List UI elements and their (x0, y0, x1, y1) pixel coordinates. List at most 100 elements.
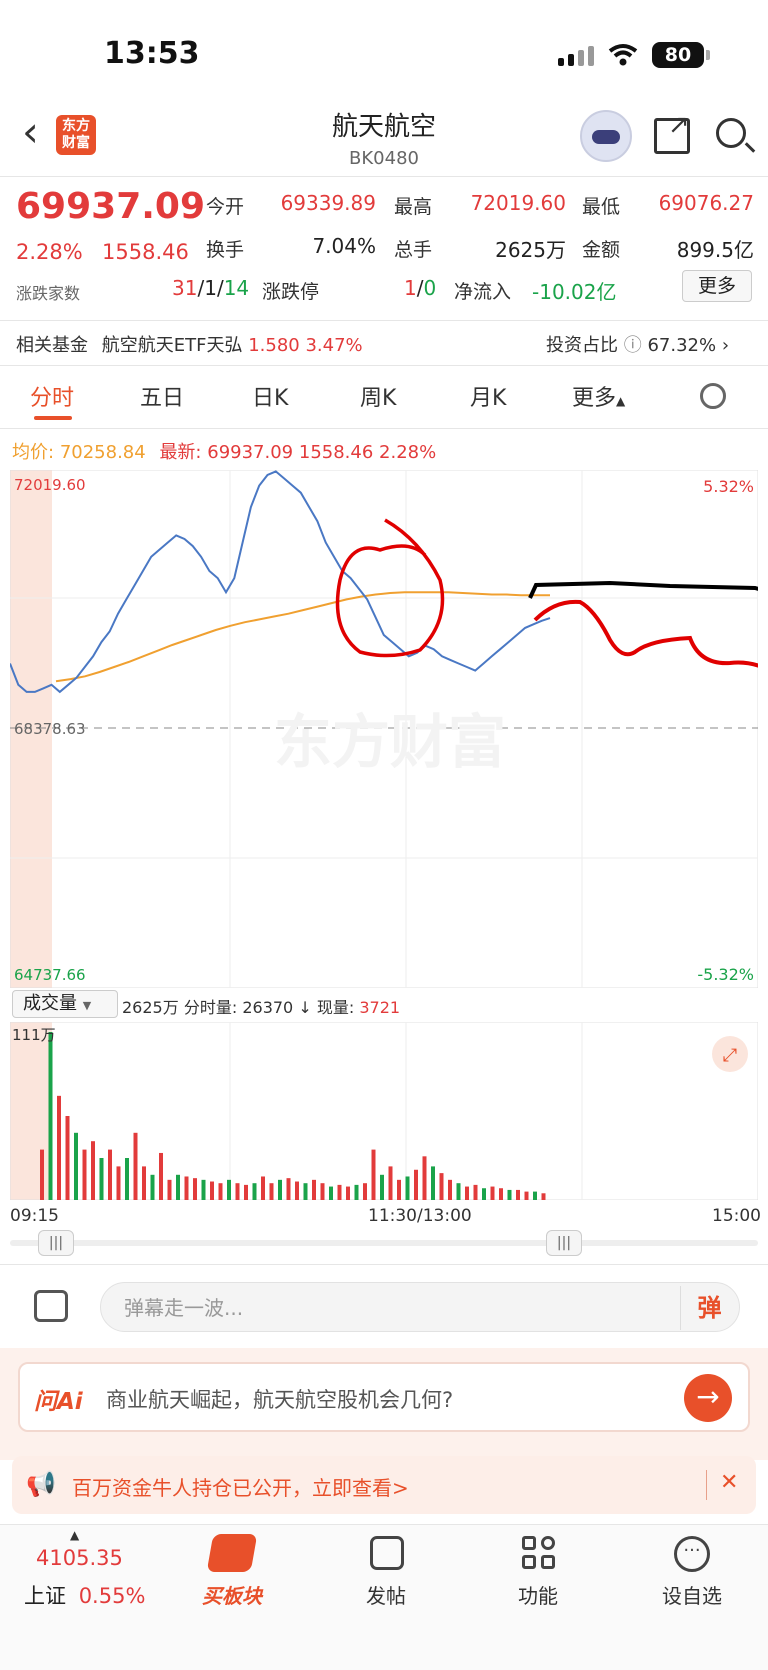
pct-top-label: 5.32% (703, 477, 754, 496)
tab-five-day[interactable]: 五日 (140, 386, 185, 411)
volume-bar (65, 1116, 70, 1200)
volume-max-label: 111万 (12, 1026, 56, 1044)
slider-handle-right[interactable]: ||| (546, 1230, 582, 1256)
volume-bar (363, 1183, 367, 1200)
pct-bottom-label: -5.32% (697, 965, 754, 984)
advdec-label: 涨跌家数 (16, 284, 81, 303)
nav-buy-sector[interactable]: 买板块 (202, 1584, 262, 1608)
volume-bar (218, 1183, 223, 1200)
danmu-input[interactable] (100, 1282, 740, 1332)
volume-bar (244, 1184, 248, 1200)
invest-ratio[interactable]: 投资占比 ⓘ 67.32% › (546, 335, 730, 356)
volume-bar (482, 1188, 486, 1200)
nav-add-watchlist[interactable]: 设自选 (662, 1584, 722, 1608)
intraday-chart[interactable]: 东方财富 72019.60 68378.63 64737.66 5.32% -5… (10, 470, 758, 988)
nav-post[interactable]: 发帖 (366, 1584, 406, 1608)
volume-value: 2625万 (495, 238, 566, 262)
y-bottom-label: 64737.66 (14, 966, 86, 984)
volume-info: 2625万 分时量: 26370 ↓ 现量: 3721 (122, 998, 401, 1017)
tab-weekly-k[interactable]: 周K (360, 386, 397, 411)
limit-values: 1/0 (404, 276, 437, 300)
volume-bar (227, 1179, 231, 1200)
post-icon[interactable] (370, 1536, 404, 1570)
volume-bar (184, 1176, 189, 1200)
fund-row[interactable]: 相关基金 航空航天ETF天弘 1.580 3.47% (16, 331, 363, 357)
volume-bar (201, 1179, 206, 1200)
danmu-toggle-button[interactable]: 弹 (680, 1286, 738, 1330)
ai-question-bar[interactable] (18, 1362, 750, 1432)
volume-bar (48, 1032, 53, 1200)
high-label: 最高 (394, 196, 433, 218)
volume-bar (422, 1156, 427, 1200)
search-icon[interactable] (716, 118, 746, 148)
volume-label: 总手 (394, 239, 433, 261)
volume-bar (142, 1166, 146, 1200)
nav-function[interactable]: 功能 (518, 1584, 558, 1608)
fund-price: 1.580 (248, 335, 300, 356)
assistant-avatar[interactable] (580, 110, 632, 162)
signal-icon (558, 44, 594, 66)
change-value: 1558.46 (102, 240, 189, 264)
back-icon[interactable]: ‹ (22, 107, 39, 156)
index-row[interactable]: 上证 0.55% (24, 1584, 146, 1608)
last-price: 69937.09 (16, 186, 206, 227)
danmu-list-icon[interactable] (34, 1290, 68, 1322)
up-arrow-icon: ▲ (70, 1528, 80, 1542)
status-time: 13:53 (104, 36, 200, 71)
share-arrow-icon: ↗ (668, 110, 690, 140)
volume-bar (278, 1179, 282, 1200)
indicator-select[interactable]: 成交量 ▼ (12, 990, 118, 1018)
price-line (10, 470, 551, 694)
volume-bar (176, 1174, 180, 1200)
advdec-values: 31/1/14 (172, 276, 250, 300)
volume-bar (193, 1178, 197, 1200)
grid-icon[interactable] (522, 1536, 556, 1570)
share-icon[interactable] (654, 118, 690, 154)
volume-chart: 111万 ⤢ (10, 1022, 758, 1200)
tab-more[interactable]: 更多▲ (572, 386, 626, 411)
volume-bar (108, 1149, 112, 1200)
x-mid-label: 11:30/13:00 (368, 1206, 472, 1226)
volume-bar (346, 1186, 350, 1200)
volume-bar (524, 1191, 529, 1200)
tab-monthly-k[interactable]: 月K (470, 386, 507, 411)
volume-bar (57, 1095, 61, 1200)
change-pct: 2.28% (16, 240, 83, 264)
tab-intraday[interactable]: 分时 (30, 386, 75, 411)
volume-bar (295, 1181, 299, 1200)
page-title: 航天航空 (331, 112, 436, 142)
volume-bar (448, 1179, 452, 1200)
gear-icon[interactable] (700, 383, 726, 409)
volume-bar (414, 1169, 418, 1200)
chevron-right-icon: › (721, 335, 730, 356)
close-icon[interactable]: ✕ (720, 1470, 739, 1495)
volume-bar (507, 1189, 512, 1200)
volume-bar (99, 1158, 104, 1200)
index-value[interactable]: 4105.35 (36, 1546, 123, 1570)
volume-bar (40, 1149, 44, 1200)
tab-daily-k[interactable]: 日K (252, 386, 289, 411)
high-value: 72019.60 (470, 191, 566, 215)
volume-bar (388, 1166, 393, 1200)
more-dots-icon[interactable]: ··· (674, 1536, 710, 1572)
volume-bar (320, 1183, 325, 1200)
svg-text:⤢: ⤢ (723, 1045, 738, 1066)
time-slider[interactable] (10, 1240, 758, 1246)
buy-sector-icon[interactable] (206, 1534, 258, 1572)
volume-bar (380, 1174, 384, 1200)
volume-bar (516, 1189, 520, 1200)
bottom-nav (0, 1524, 768, 1670)
volume-bar (133, 1132, 138, 1200)
volume-bar (405, 1176, 410, 1200)
slider-handle-left[interactable]: ||| (38, 1230, 74, 1256)
y-top-label: 72019.60 (14, 476, 86, 494)
expand-icon[interactable] (712, 1036, 748, 1072)
ai-submit-button[interactable]: → (684, 1374, 732, 1422)
pre-market-band (10, 470, 52, 988)
notice-banner[interactable] (12, 1456, 756, 1514)
more-button[interactable]: 更多 (682, 270, 752, 302)
red-line-annotation (533, 599, 758, 668)
app-logo: 东方财富 (56, 115, 96, 155)
volume-bar (116, 1166, 121, 1200)
netflow-value: -10.02亿 (532, 280, 617, 304)
